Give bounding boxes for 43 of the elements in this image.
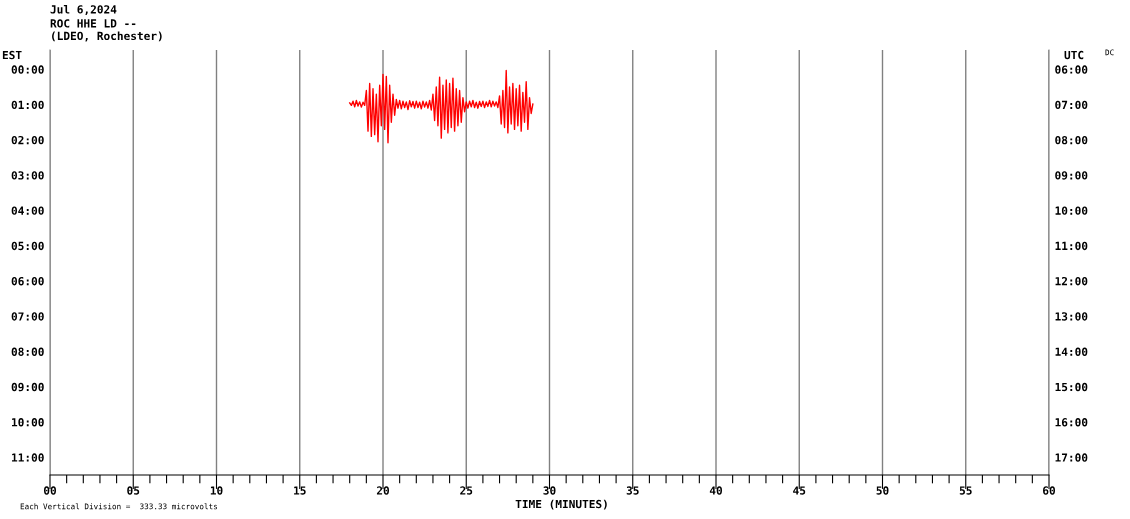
y2-tick-label: 17:00: [1055, 453, 1088, 462]
y-tick-label: 04:00: [11, 206, 44, 215]
x-tick-label: 15: [294, 486, 306, 495]
y-tick-label: 05:00: [11, 241, 44, 251]
y2-tick-label: 09:00: [1055, 171, 1088, 180]
y2-tick-label: 11:00: [1055, 241, 1088, 251]
y-tick-label: 08:00: [11, 347, 44, 356]
y-tick-label: 03:00: [11, 171, 44, 180]
x-tick-label: 30: [543, 486, 556, 495]
y2-tick-label: 07:00: [1055, 100, 1088, 110]
y-tick-label: 09:00: [11, 382, 44, 392]
y2-tick-label: 06:00: [1055, 65, 1088, 74]
y-tick-label: 11:00: [12, 453, 44, 462]
y-tick-label: 07:00: [11, 312, 44, 321]
y-tick-label: 00:00: [11, 65, 44, 74]
y2-tick-label: 16:00: [1055, 418, 1088, 427]
chart-subtitle: ROC HHE LD -- (LDEO, Rochester): [50, 19, 162, 42]
y-tick-label: 10:00: [12, 418, 44, 427]
x-tick-label: 60: [1043, 486, 1056, 495]
y2-tick-label: 12:00: [1055, 276, 1088, 286]
x-tick-label: 05: [127, 486, 140, 495]
line-series: [349, 69, 534, 144]
y2-tick-label: 15:00: [1055, 382, 1088, 392]
y2-tick-label: 08:00: [1055, 135, 1088, 145]
x-tick-label: 00: [43, 486, 57, 495]
x-tick-label: 40: [709, 486, 723, 495]
y2-tick-label: 10:00: [1055, 206, 1088, 215]
x-tick-label: 55: [959, 486, 972, 495]
x-tick-label: 35: [626, 486, 639, 495]
y-tick-label: 06:00: [11, 276, 44, 286]
y2-tick-label: 14:00: [1055, 347, 1088, 356]
x-axis-title: TIME (MINUTES): [515, 499, 607, 510]
x-tick-label: 10: [210, 486, 223, 495]
y2-tick-label: 13:00: [1055, 312, 1088, 321]
y-tick-label: 01:00: [11, 100, 44, 110]
y-axis-title: EST: [2, 50, 22, 60]
y-tick-label: 02:00: [11, 135, 44, 145]
chart-title: Jul 6,2024: [50, 5, 117, 15]
y2-axis-title: UTC: [1064, 50, 1084, 60]
x-tick-label: 50: [876, 486, 889, 495]
x-tick-label: 20: [376, 486, 390, 495]
x-tick-label: 25: [460, 486, 473, 495]
x-tick-label: 45: [793, 486, 806, 495]
